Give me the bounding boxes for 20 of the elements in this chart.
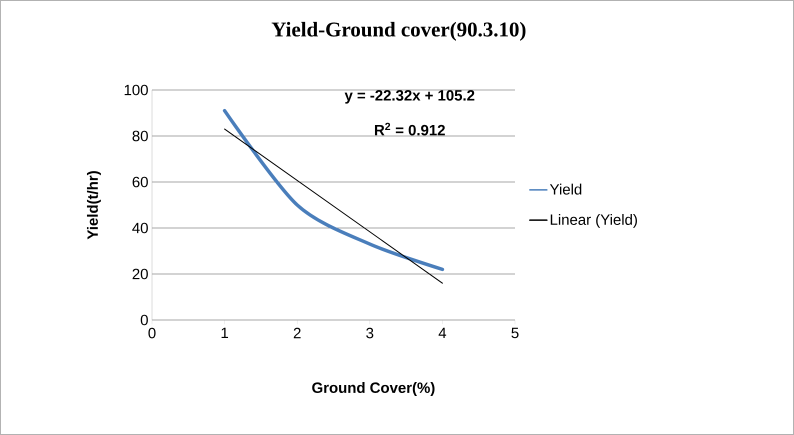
- y-axis-title: Yield(t/hr): [86, 171, 101, 240]
- chart-title: Yield-Ground cover(90.3.10): [272, 22, 526, 41]
- legend-label: Linear (Yield): [550, 214, 637, 228]
- x-tick-label: 0: [148, 328, 156, 338]
- y-tick-label: 80: [132, 130, 148, 142]
- y-tick-label: 40: [132, 222, 148, 234]
- y-tick-label: 60: [132, 176, 148, 188]
- legend-label: Yield: [550, 184, 582, 195]
- x-tick-label: 1: [222, 328, 228, 338]
- x-tick-label: 5: [511, 328, 519, 338]
- y-tick-label: 0: [140, 314, 148, 326]
- annotation: y = -22.32x + 105.2: [344, 90, 474, 104]
- line-series: [222, 108, 444, 272]
- x-tick-label: 4: [438, 328, 446, 338]
- y-tick-label: 100: [124, 84, 148, 96]
- y-tick-label: 20: [132, 268, 148, 280]
- x-tick-label: 2: [294, 328, 301, 338]
- x-axis-title: Ground Cover(%): [312, 382, 435, 396]
- x-tick-label: 3: [366, 328, 374, 338]
- annotation: R$^{2}$ = 0.912: [374, 122, 445, 136]
